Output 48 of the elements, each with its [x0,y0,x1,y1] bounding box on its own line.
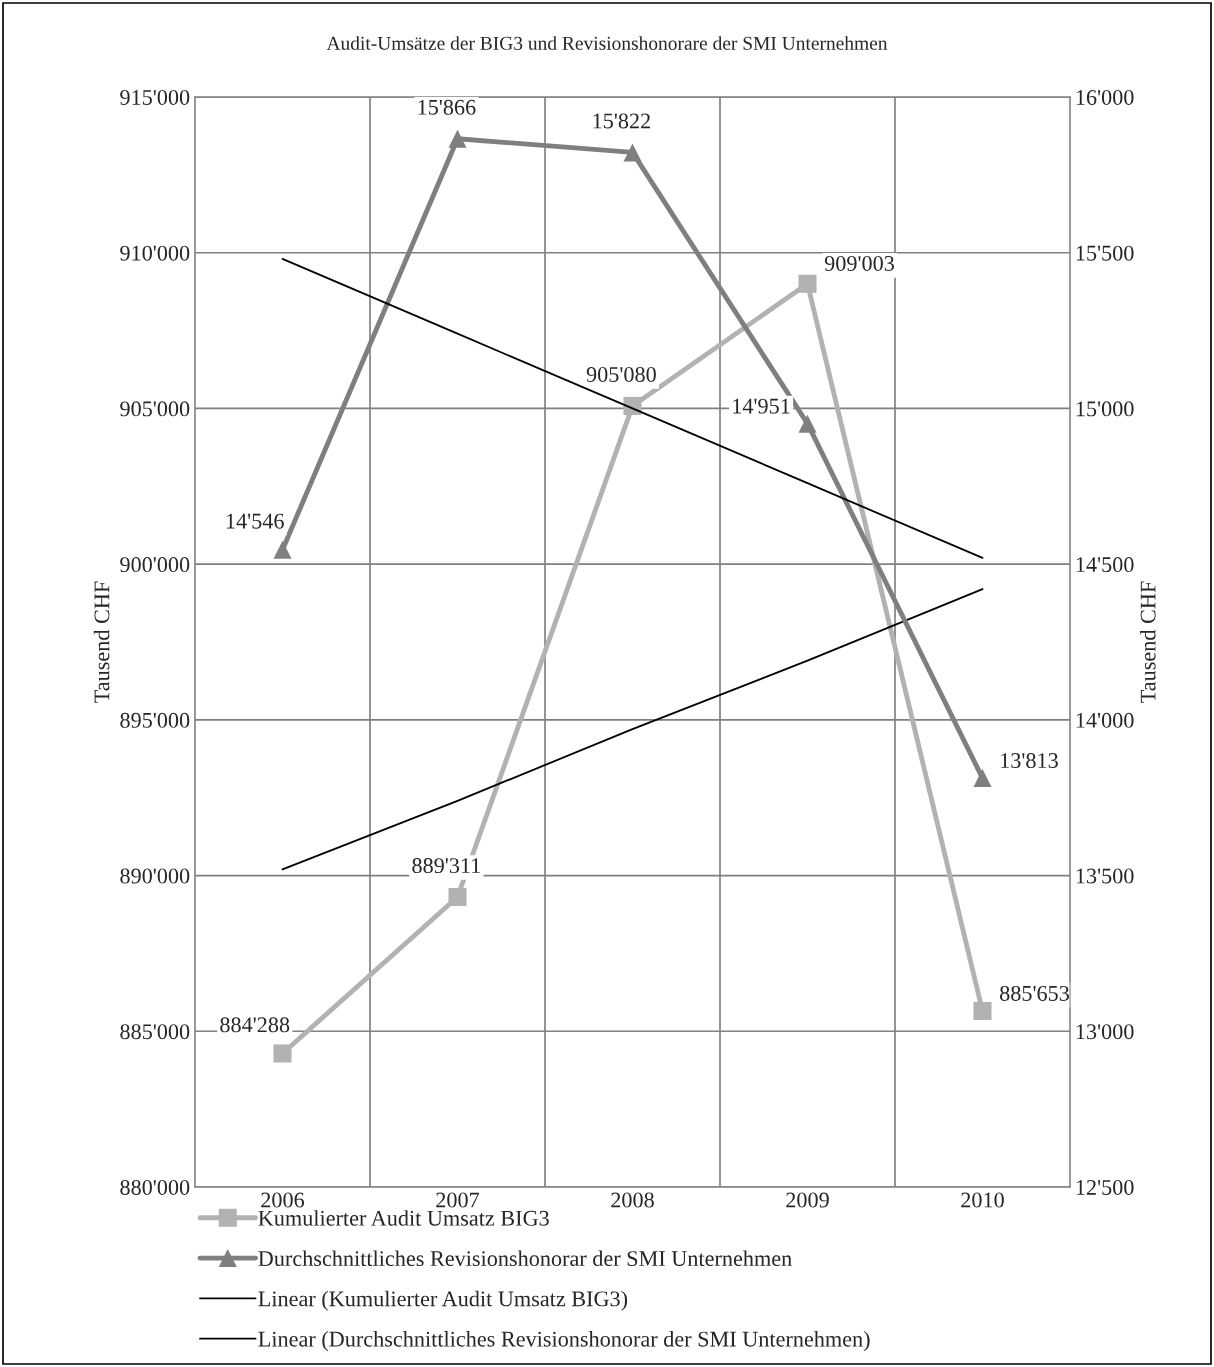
x-tick-label: 2008 [611,1192,654,1208]
y-tick-label: 910'000 [120,245,190,261]
y-tick-label: 890'000 [120,868,190,884]
data-label: 14'951 [733,398,790,414]
data-label: 884'288 [220,1017,290,1033]
y-tick-label: 900'000 [120,557,190,573]
legend-label: Linear (Durchschnittliches Revisionshonorar der SMI Unternehmen) [258,1331,870,1352]
legend-label: Durchschnittliches Revisionshonorar der SMI Unternehmen [258,1250,792,1267]
y-tick-label: 885'000 [120,1024,190,1040]
x-tick-label: 2007 [436,1192,480,1208]
line-series [281,588,984,871]
y2-tick-label: 12'500 [1076,1179,1134,1195]
point [448,129,467,148]
y2-axis-title: Tausend CHF [1139,581,1156,703]
point [273,540,292,559]
legend-label: Linear (Kumulierter Audit Umsatz BIG3) [258,1290,628,1311]
y-tick-label: 895'000 [120,712,190,728]
chart-title: Audit-Umsätze der BIG3 und Revisionshonorare der SMI Unternehmen [326,36,888,50]
point [448,888,467,907]
point [798,414,817,433]
data-label: 885'653 [1000,985,1069,1001]
legend-label: Kumulierter Audit Umsatz BIG3 [258,1210,549,1226]
data-label: 15'822 [593,113,650,129]
data-label: 15'866 [418,99,476,115]
y2-tick-label: 15'500 [1076,245,1134,261]
y-tick-label: 905'000 [120,401,190,417]
data-label: 905'080 [586,366,656,382]
y-tick-label: 915'000 [120,89,190,105]
data-label: 13'813 [1001,753,1058,769]
y2-tick-label: 14'500 [1076,557,1134,573]
y2-tick-label: 13'000 [1076,1024,1134,1040]
point [273,1044,292,1063]
point [973,769,992,788]
y2-tick-label: 15'000 [1076,401,1134,417]
point [623,143,642,162]
y2-tick-label: 13'500 [1076,868,1134,884]
x-tick-label: 2010 [961,1192,1004,1208]
point [798,274,817,293]
data-label: 889'311 [412,858,480,874]
y-axis-title: Tausend CHF [93,581,110,703]
point [973,1001,992,1020]
data-label: 909'003 [824,255,894,271]
y-tick-label: 880'000 [120,1179,190,1195]
data-label: 14'546 [226,513,284,529]
x-tick-label: 2009 [786,1192,829,1208]
y2-tick-label: 16'000 [1076,89,1134,105]
x-tick-label: 2006 [261,1192,305,1208]
y2-tick-label: 14'000 [1076,712,1134,728]
